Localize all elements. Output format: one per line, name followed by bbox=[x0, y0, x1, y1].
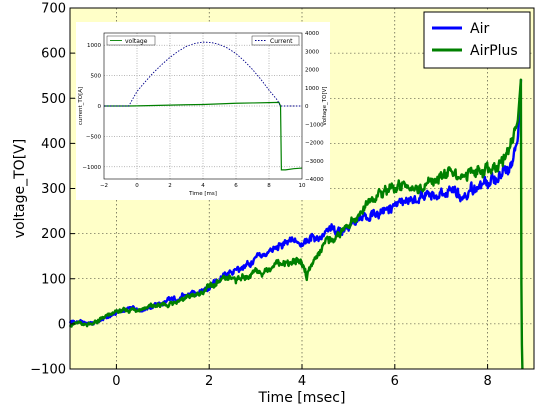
legend-label-airplus: AirPlus bbox=[470, 43, 518, 59]
inset-y-ticks: −1000 −500 0 500 1000 bbox=[82, 43, 101, 171]
inset-legend-current: Current bbox=[251, 35, 300, 46]
inset-legend-box bbox=[251, 35, 300, 46]
inset-y-tick-label: −500 bbox=[86, 134, 102, 140]
main-y-ticks: −100 0 100 200 300 400 500 600 700 bbox=[30, 2, 75, 378]
inset-y-tick-label: −1000 bbox=[82, 165, 101, 171]
inset-legend-label-current: Current bbox=[270, 38, 293, 45]
inset-x-tick-label: 0 bbox=[135, 183, 139, 189]
x-axis-label: Time [msec] bbox=[258, 390, 346, 406]
inset-y-tick-label: 0 bbox=[98, 104, 102, 110]
inset-right-y-ticks: −4000 −3000 −2000 −1000 0 1000 2000 3000 4000 bbox=[305, 31, 324, 183]
inset-series-line-voltage bbox=[104, 101, 303, 171]
legend-label-air: Air bbox=[470, 21, 489, 37]
inset-x-tick-label: 6 bbox=[234, 183, 238, 189]
inset-legend-label-voltage: voltage bbox=[125, 38, 148, 45]
main-x-tick-label: 2 bbox=[205, 374, 213, 389]
inset-plot-frame bbox=[103, 32, 303, 180]
series-line-airplus bbox=[68, 78, 524, 370]
main-x-tick-label: 8 bbox=[483, 374, 491, 389]
main-x-tick-label: 0 bbox=[112, 374, 120, 389]
inset-right-y-tick-label: −2000 bbox=[305, 141, 324, 147]
main-y-tick-label: 200 bbox=[41, 227, 66, 242]
main-y-tick-label: 0 bbox=[58, 317, 66, 332]
inset-x-ticks: −2 0 2 4 6 8 10 bbox=[100, 183, 306, 189]
inset-right-y-tick-label: 0 bbox=[305, 104, 309, 110]
inset-right-y-tick-label: 1000 bbox=[305, 86, 319, 92]
inset-y-tick-label: 1000 bbox=[87, 43, 101, 49]
main-y-tick-label: 600 bbox=[41, 47, 66, 62]
main-y-tick-label: −100 bbox=[30, 363, 66, 378]
main-x-ticks: 0 2 4 6 8 bbox=[112, 364, 492, 389]
main-legend-box bbox=[423, 11, 531, 69]
inset-legend-box bbox=[106, 35, 156, 46]
main-y-tick-label: 300 bbox=[41, 182, 66, 197]
inset-right-y-tick-label: −3000 bbox=[305, 159, 324, 165]
main-legend: Air AirPlus bbox=[423, 11, 531, 69]
main-y-tick-label: 100 bbox=[41, 272, 66, 287]
inset-right-y-axis-label: voltage_TO[V] bbox=[322, 86, 328, 125]
main-y-tick-label: 700 bbox=[41, 2, 66, 17]
inset-x-tick-label: −2 bbox=[100, 183, 108, 189]
inset-right-y-tick-label: 4000 bbox=[305, 31, 319, 37]
inset-right-y-tick-label: −4000 bbox=[305, 177, 324, 183]
inset-x-tick-label: 2 bbox=[168, 183, 172, 189]
inset-right-y-tick-label: 3000 bbox=[305, 49, 319, 55]
inset-x-tick-label: 8 bbox=[267, 183, 271, 189]
main-y-tick-label: 500 bbox=[41, 92, 66, 107]
main-y-tick-label: 400 bbox=[41, 137, 66, 152]
inset-x-tick-label: 10 bbox=[299, 183, 306, 189]
inset-x-tick-label: 4 bbox=[201, 183, 205, 189]
main-x-tick-label: 6 bbox=[391, 374, 399, 389]
inset-right-y-tick-label: 2000 bbox=[305, 68, 319, 74]
main-series-group bbox=[68, 78, 524, 370]
inset-right-y-tick-label: −1000 bbox=[305, 122, 324, 128]
inset-x-axis-label: Time [ms] bbox=[188, 191, 217, 197]
inset-chart: −2 0 2 4 6 8 10 −1000 −500 0 500 1000 −4000 −3000 −2… bbox=[76, 22, 330, 200]
inset-series-group bbox=[104, 41, 303, 171]
y-axis-label: voltage_TO[V] bbox=[12, 139, 28, 238]
main-x-tick-label: 4 bbox=[298, 374, 306, 389]
inset-y-axis-label: current_TO[A] bbox=[78, 87, 84, 125]
inset-legend-voltage: voltage bbox=[106, 35, 156, 46]
inset-y-tick-label: 500 bbox=[91, 74, 102, 80]
